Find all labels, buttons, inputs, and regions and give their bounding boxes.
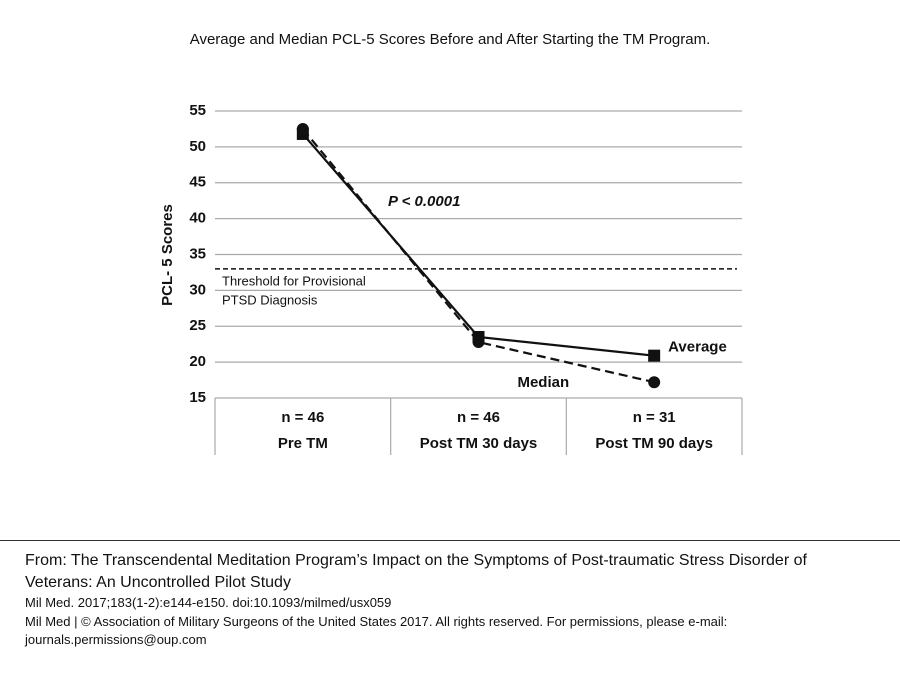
footer-title: Veterans: An Uncontrolled Pilot Study [25, 574, 291, 591]
y-tick-label: 55 [189, 102, 206, 119]
footer-title: From: The Transcendental Meditation Prog… [25, 552, 807, 569]
y-tick-label: 25 [189, 317, 206, 334]
x-tick-label: Post TM 30 days [420, 435, 538, 452]
separator [0, 540, 900, 541]
n-label: n = 46 [457, 409, 500, 426]
y-tick-label: 15 [189, 389, 206, 406]
x-tick-label: Pre TM [278, 435, 328, 452]
y-tick-label: 20 [189, 353, 206, 370]
series-label: Average [668, 339, 727, 356]
series-label: Median [517, 374, 569, 391]
y-tick-label: 40 [189, 210, 206, 227]
series-line [302, 133, 655, 357]
series-line [301, 128, 655, 384]
marker [472, 336, 485, 349]
marker [296, 122, 309, 135]
y-tick-label: 35 [189, 245, 206, 262]
annotation: P < 0.0001 [388, 193, 460, 210]
chart-title: Average and Median PCL-5 Scores Before a… [190, 31, 711, 48]
marker [648, 349, 661, 362]
y-tick-label: 50 [189, 138, 206, 155]
y-tick-label: 30 [189, 281, 206, 298]
y-axis-title: PCL- 5 Scores [159, 204, 176, 306]
marker [648, 376, 661, 389]
y-tick-label: 45 [189, 174, 206, 191]
footer-copyright: journals.permissions@oup.com [25, 632, 207, 647]
x-tick-label: Post TM 90 days [595, 435, 713, 452]
footer-citation: Mil Med. 2017;183(1-2):e144-e150. doi:10… [25, 595, 392, 610]
threshold-label: Threshold for Provisional [222, 273, 366, 288]
threshold-label: PTSD Diagnosis [222, 292, 318, 307]
n-label: n = 46 [281, 409, 324, 426]
chart: Average and Median PCL-5 Scores Before a… [159, 31, 743, 455]
footer-copyright: Mil Med | © Association of Military Surg… [25, 614, 728, 629]
n-label: n = 31 [633, 409, 676, 426]
